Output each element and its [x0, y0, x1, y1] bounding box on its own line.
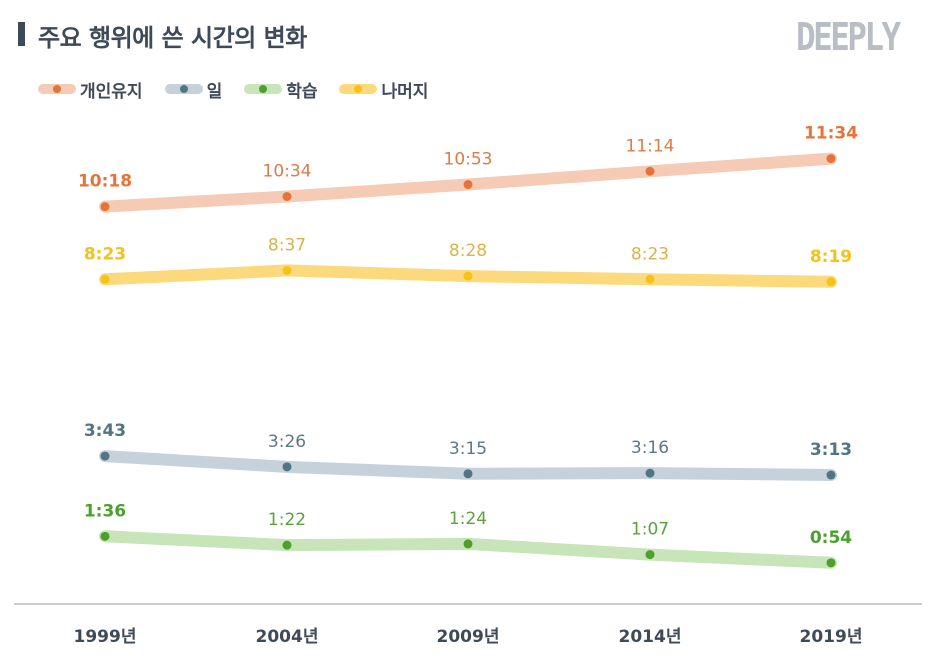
data-point	[100, 202, 110, 212]
data-label: 10:53	[444, 150, 493, 170]
legend-item: 나머지	[339, 77, 428, 102]
legend-label: 개인유지	[80, 81, 143, 102]
data-point	[100, 274, 110, 284]
data-label: 3:13	[810, 440, 852, 460]
data-point	[463, 180, 473, 190]
data-label: 1:07	[631, 520, 669, 540]
data-label: 8:28	[449, 241, 487, 261]
legend-item: 학습	[244, 77, 317, 102]
data-point	[463, 469, 473, 479]
x-tick-label: 2004년	[256, 627, 319, 647]
data-point	[463, 539, 473, 549]
x-tick-label: 1999년	[74, 627, 137, 647]
data-label: 0:54	[810, 528, 852, 548]
data-point	[826, 154, 836, 164]
data-point	[100, 451, 110, 461]
legend-label: 일	[206, 81, 223, 102]
legend-dot	[354, 85, 363, 93]
series-0: 10:18 10:34 10:53 11:14 11:34	[78, 124, 858, 213]
x-tick-label: 2019년	[800, 627, 863, 647]
data-label: 3:26	[268, 432, 306, 452]
legend-dot	[53, 85, 61, 93]
series-3: 8:23 8:37 8:28 8:23 8:19	[84, 235, 852, 288]
data-label: 11:14	[626, 136, 675, 156]
data-point	[645, 550, 655, 560]
data-label: 8:23	[84, 244, 126, 264]
x-tick-label: 2014년	[619, 627, 682, 647]
legend-dot	[179, 85, 188, 93]
data-point	[463, 271, 473, 281]
legend: 개인유지 일 학습 나머지	[38, 77, 450, 102]
x-tick-label: 2009년	[437, 627, 500, 647]
legend-item: 일	[164, 77, 223, 102]
data-point	[282, 540, 292, 550]
data-point	[282, 265, 292, 275]
chart-title: 주요 행위에 쓴 시간의 변화	[38, 24, 307, 52]
data-label: 8:19	[810, 247, 852, 267]
data-point	[282, 462, 292, 472]
data-point	[645, 274, 655, 284]
data-point	[826, 470, 836, 480]
legend-swatch	[38, 84, 76, 94]
data-point	[826, 558, 836, 568]
data-label: 8:37	[268, 235, 306, 255]
brand-logo: DEEPLY	[796, 15, 901, 59]
series-1: 3:43 3:26 3:15 3:16 3:13	[84, 421, 852, 481]
series-2: 1:36 1:22 1:24 1:07 0:54	[84, 501, 852, 569]
data-label: 10:34	[263, 162, 312, 182]
title-accent-bar	[18, 22, 25, 46]
legend-item: 개인유지	[38, 77, 143, 102]
legend-label: 나머지	[381, 81, 429, 102]
data-label: 1:36	[84, 501, 126, 521]
data-label: 10:18	[78, 172, 132, 192]
legend-swatch	[164, 84, 203, 94]
data-point	[645, 468, 655, 478]
data-point	[826, 277, 836, 287]
data-label: 1:22	[268, 510, 306, 530]
data-label: 1:24	[449, 509, 487, 529]
legend-label: 학습	[286, 81, 318, 102]
legend-swatch	[339, 84, 378, 94]
legend-dot	[259, 85, 268, 93]
data-point	[100, 531, 110, 541]
data-label: 11:34	[804, 124, 858, 144]
data-point	[282, 192, 292, 202]
data-label: 3:16	[631, 438, 669, 458]
data-label: 3:15	[449, 439, 487, 459]
data-label: 3:43	[84, 421, 126, 441]
legend-swatch	[244, 84, 283, 94]
data-point	[645, 166, 655, 176]
data-label: 8:23	[631, 244, 669, 264]
